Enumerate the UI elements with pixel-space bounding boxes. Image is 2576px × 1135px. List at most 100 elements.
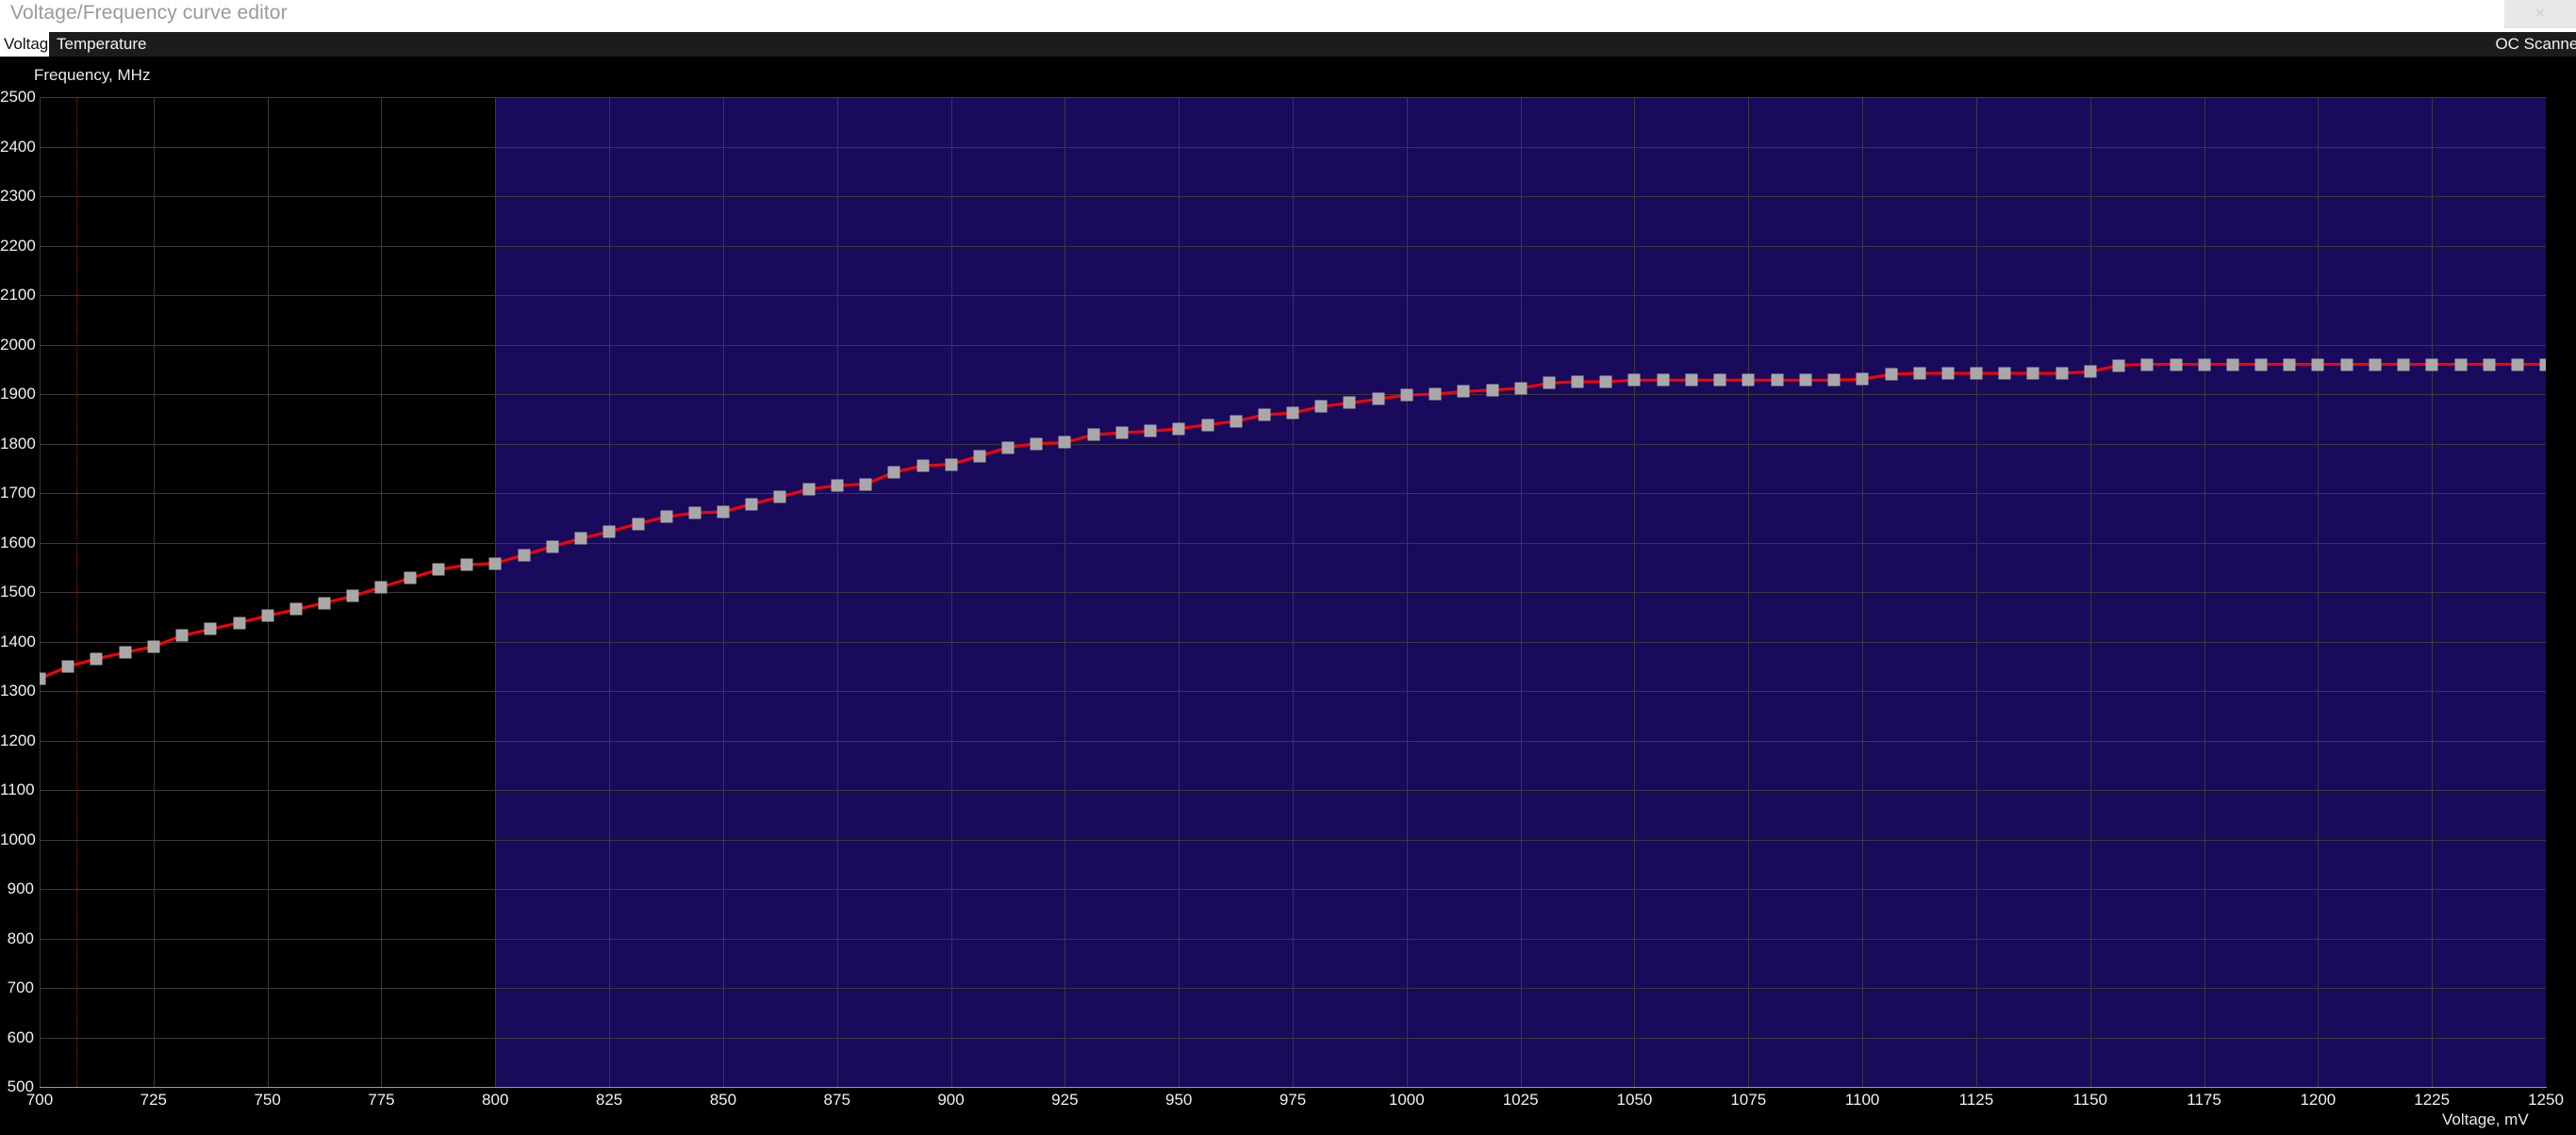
curve-point[interactable]	[175, 629, 189, 642]
curve-point[interactable]	[2170, 358, 2183, 370]
curve-point[interactable]	[1543, 376, 1556, 389]
curve-point[interactable]	[2539, 358, 2546, 370]
curve-point[interactable]	[119, 646, 132, 659]
curve-point[interactable]	[518, 549, 531, 562]
curve-point[interactable]	[1799, 373, 1812, 387]
tab-strip: Voltage Temperature OC Scanner	[0, 32, 2576, 57]
curve-point[interactable]	[1856, 372, 1869, 386]
x-axis-tick-label: 1075	[1730, 1091, 1767, 1109]
curve-point[interactable]	[1913, 367, 1925, 380]
curve-point[interactable]	[1457, 385, 1470, 398]
curve-point[interactable]	[1343, 396, 1356, 409]
curve-point[interactable]	[61, 660, 74, 673]
curve-point[interactable]	[1172, 422, 1185, 436]
curve-point[interactable]	[660, 510, 672, 523]
curve-point[interactable]	[632, 518, 645, 531]
curve-point[interactable]	[2026, 367, 2039, 380]
vf-curve-chart[interactable]: Frequency, MHz Voltage, mV 500 600 700 800 9…	[0, 57, 2576, 1135]
curve-point[interactable]	[1657, 373, 1670, 387]
curve-point[interactable]	[887, 466, 900, 479]
curve-point[interactable]	[1230, 415, 1243, 428]
curve-point[interactable]	[2254, 358, 2268, 370]
tab-oc-scanner[interactable]: OC Scanner	[2487, 32, 2576, 57]
vf-curve-line[interactable]	[40, 97, 2546, 1087]
curve-point[interactable]	[90, 652, 103, 666]
curve-point[interactable]	[261, 609, 274, 622]
curve-point[interactable]	[1941, 367, 1955, 380]
curve-point[interactable]	[1372, 392, 1385, 405]
curve-point[interactable]	[2056, 367, 2069, 380]
curve-point[interactable]	[717, 505, 730, 518]
curve-point[interactable]	[2198, 358, 2211, 370]
curve-point[interactable]	[1087, 428, 1100, 441]
curve-point[interactable]	[2283, 358, 2296, 370]
curve-point[interactable]	[1685, 373, 1698, 387]
curve-point[interactable]	[1771, 373, 1784, 387]
curve-point[interactable]	[745, 498, 758, 511]
curve-point[interactable]	[2454, 358, 2468, 370]
curve-point[interactable]	[1030, 437, 1043, 450]
curve-point[interactable]	[374, 581, 388, 594]
curve-point[interactable]	[1571, 375, 1584, 388]
plot-area[interactable]	[40, 97, 2546, 1087]
y-axis-tick-label: 1200	[0, 731, 36, 749]
curve-point[interactable]	[973, 450, 986, 463]
curve-point[interactable]	[432, 563, 445, 576]
curve-point[interactable]	[1514, 382, 1527, 395]
curve-point[interactable]	[546, 540, 559, 553]
curve-point[interactable]	[40, 672, 46, 685]
curve-point[interactable]	[2483, 358, 2496, 370]
curve-point[interactable]	[1970, 367, 1983, 380]
curve-point[interactable]	[1486, 384, 1499, 397]
curve-point[interactable]	[2425, 358, 2438, 370]
curve-point[interactable]	[2340, 358, 2353, 370]
curve-point[interactable]	[1115, 426, 1129, 439]
curve-point[interactable]	[1599, 375, 1612, 388]
curve-point[interactable]	[1742, 373, 1755, 387]
curve-point[interactable]	[2311, 358, 2324, 370]
curve-point[interactable]	[1286, 406, 1299, 419]
curve-point[interactable]	[2226, 358, 2239, 370]
curve-point[interactable]	[1144, 424, 1157, 437]
curve-point[interactable]	[2397, 358, 2410, 370]
close-icon[interactable]: ×	[2504, 0, 2576, 28]
curve-point[interactable]	[1201, 419, 1214, 432]
curve-point[interactable]	[1428, 387, 1442, 401]
curve-point[interactable]	[1885, 368, 1898, 381]
curve-point[interactable]	[831, 479, 844, 492]
curve-point[interactable]	[603, 525, 616, 538]
gridline-vertical	[495, 97, 497, 1087]
curve-point[interactable]	[1713, 373, 1726, 387]
curve-point[interactable]	[2511, 358, 2524, 370]
curve-point[interactable]	[2084, 365, 2097, 378]
curve-point[interactable]	[773, 490, 786, 503]
curve-point[interactable]	[1998, 367, 2011, 380]
tab-temperature[interactable]: Temperature	[49, 32, 155, 57]
x-axis-tick-label: 925	[1051, 1091, 1079, 1109]
curve-point[interactable]	[574, 532, 587, 545]
curve-point[interactable]	[1400, 388, 1413, 402]
curve-point[interactable]	[289, 602, 303, 616]
curve-point[interactable]	[460, 558, 473, 571]
curve-point[interactable]	[346, 589, 359, 602]
curve-point[interactable]	[147, 640, 160, 653]
curve-point[interactable]	[488, 557, 502, 570]
curve-point[interactable]	[1058, 436, 1071, 449]
curve-point[interactable]	[1258, 408, 1271, 421]
curve-point[interactable]	[688, 506, 702, 519]
curve-point[interactable]	[2369, 358, 2382, 370]
curve-point[interactable]	[916, 459, 930, 472]
curve-point[interactable]	[1314, 400, 1328, 413]
curve-point[interactable]	[1827, 373, 1841, 387]
curve-point[interactable]	[802, 483, 816, 496]
curve-point[interactable]	[1627, 373, 1641, 387]
curve-point[interactable]	[859, 478, 872, 491]
curve-point[interactable]	[204, 622, 217, 635]
curve-point[interactable]	[2140, 358, 2154, 370]
curve-point[interactable]	[1001, 441, 1015, 454]
curve-point[interactable]	[2112, 359, 2125, 372]
curve-point[interactable]	[318, 597, 331, 610]
curve-point[interactable]	[945, 458, 958, 471]
curve-point[interactable]	[233, 617, 246, 630]
curve-point[interactable]	[404, 571, 417, 584]
